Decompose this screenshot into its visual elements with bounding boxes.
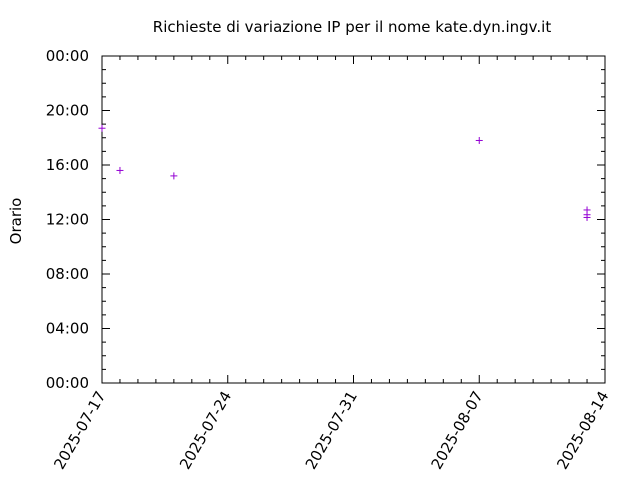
data-point (170, 172, 178, 180)
x-tick-labels: 2025-07-17 2025-07-24 2025-07-31 2025-08-07… (50, 388, 612, 473)
y-tick-label: 12:00 (46, 211, 89, 229)
y-tick-label: 04:00 (46, 320, 89, 338)
data-point (116, 166, 124, 174)
data-points (98, 124, 591, 221)
y-tick-label: 00:00 (46, 374, 89, 392)
y-tick-label: 08:00 (46, 265, 89, 283)
x-tick-label: 2025-08-14 (553, 388, 612, 473)
x-tick-label: 2025-07-24 (176, 388, 235, 473)
chart-title: Richieste di variazione IP per il nome k… (153, 18, 552, 36)
y-tick-label: 20:00 (46, 102, 89, 120)
data-point (583, 213, 591, 221)
plot-area-frame (101, 55, 606, 384)
data-point (475, 136, 483, 144)
y-tick-labels: 00:00 04:00 08:00 12:00 16:00 20:00 00:00 (46, 47, 89, 392)
x-tick-label: 2025-08-07 (428, 388, 487, 473)
axis-ticks (101, 55, 606, 384)
data-point (98, 124, 106, 132)
y-tick-label: 16:00 (46, 156, 89, 174)
y-axis-label: Orario (7, 198, 25, 245)
y-tick-label: 00:00 (46, 47, 89, 65)
x-tick-label: 2025-07-17 (50, 388, 109, 473)
x-tick-label: 2025-07-31 (302, 388, 361, 473)
